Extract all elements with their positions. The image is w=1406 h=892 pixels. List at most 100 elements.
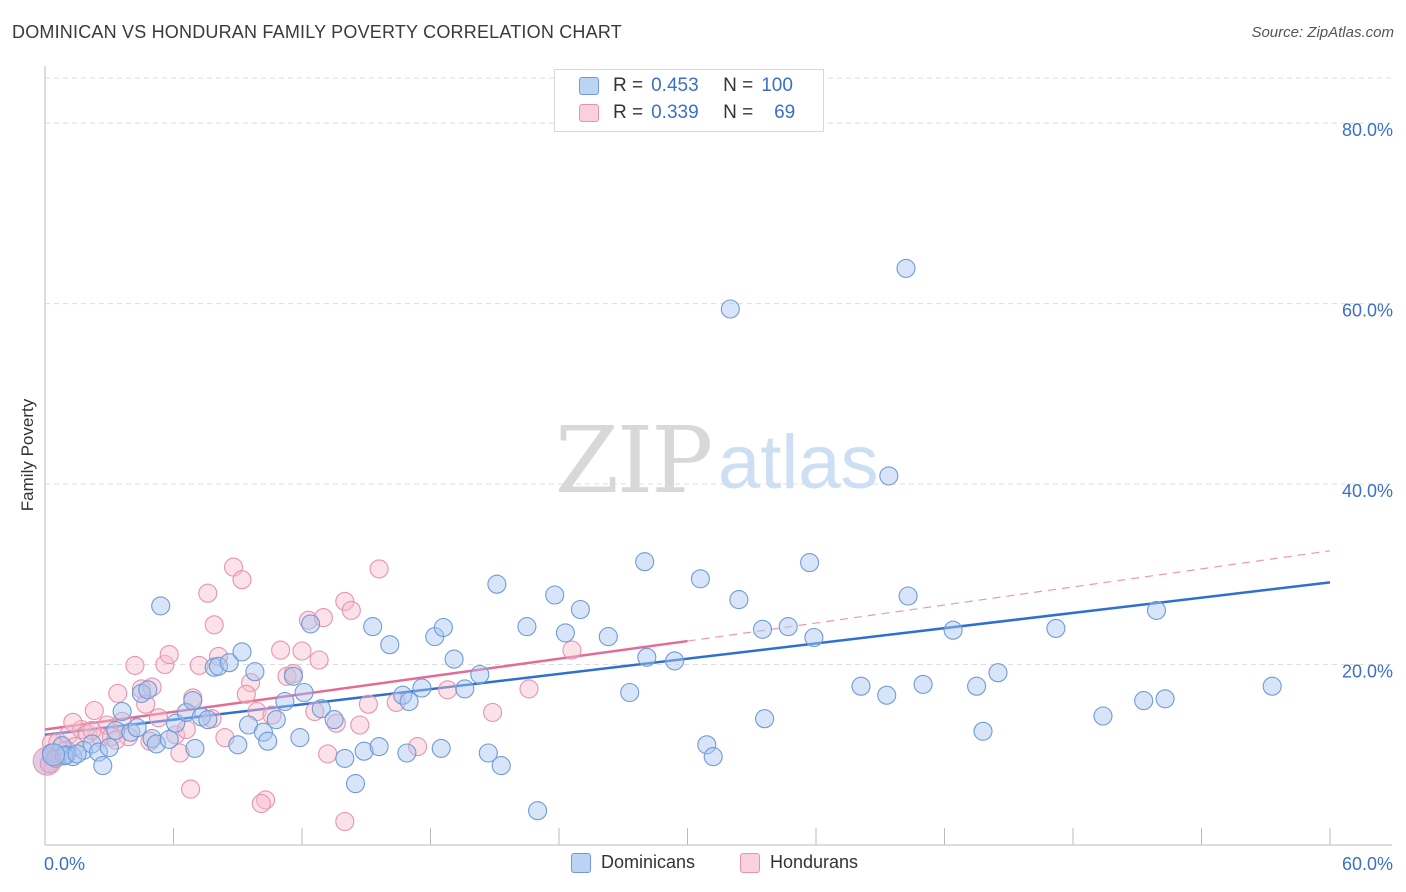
point-dominicans	[637, 647, 657, 667]
stats-legend: R = 0.453 N = 100 R = 0.339 N = 69	[554, 69, 824, 132]
point-dominicans	[1093, 706, 1113, 726]
point-hondurans	[125, 655, 145, 675]
n-value: 69	[774, 102, 796, 123]
point-dominicans	[444, 649, 464, 669]
point-dominicans	[988, 663, 1008, 683]
point-hondurans	[341, 600, 361, 620]
point-dominicans	[1146, 600, 1167, 620]
r-label: R =	[613, 102, 644, 123]
point-dominicans	[159, 729, 179, 749]
point-hondurans	[309, 650, 329, 670]
stats-row-hondurans: R = 0.339 N = 69	[579, 101, 795, 125]
point-dominicans	[335, 748, 355, 768]
y-tick-label: 60.0%	[1342, 301, 1393, 321]
point-dominicans	[399, 691, 419, 712]
point-dominicans	[898, 586, 918, 606]
data-points	[32, 258, 1282, 832]
point-hondurans	[562, 640, 582, 660]
point-dominicans	[1155, 689, 1175, 709]
point-hondurans	[358, 694, 378, 714]
point-dominicans	[412, 678, 432, 698]
point-dominicans	[804, 627, 824, 648]
point-dominicans	[851, 676, 871, 696]
point-dominicans	[778, 617, 798, 637]
legend-label-dominicans: Dominicans	[601, 852, 696, 872]
point-dominicans	[752, 619, 773, 639]
point-dominicans	[93, 756, 113, 776]
point-dominicans	[183, 691, 203, 711]
point-hondurans	[159, 645, 179, 665]
point-dominicans	[208, 656, 229, 676]
point-dominicans	[266, 710, 286, 730]
point-dominicans	[517, 617, 537, 637]
point-dominicans	[290, 728, 310, 748]
point-dominicans	[877, 685, 897, 705]
point-dominicans	[146, 734, 166, 754]
point-dominicans	[570, 599, 590, 620]
point-dominicans	[729, 590, 749, 610]
point-dominicans	[151, 596, 171, 616]
axes	[44, 66, 1392, 846]
point-hondurans	[350, 715, 370, 735]
legend-item-hondurans: Hondurans	[740, 852, 858, 873]
point-dominicans	[879, 466, 899, 486]
point-dominicans	[219, 653, 239, 673]
point-dominicans	[176, 702, 196, 722]
legend-label-hondurans: Hondurans	[770, 852, 859, 872]
point-dominicans	[311, 699, 331, 719]
r-value: 0.339	[651, 102, 699, 123]
point-dominicans	[363, 617, 383, 637]
point-dominicans	[487, 574, 507, 594]
point-dominicans	[703, 747, 723, 767]
point-hondurans	[318, 744, 338, 764]
point-hondurans	[251, 793, 271, 814]
point-dominicans	[635, 552, 655, 572]
trend-line-dominicans	[44, 581, 1331, 737]
point-dominicans	[545, 585, 565, 605]
trend-line-hondurans	[44, 639, 688, 731]
source-label: Source: ZipAtlas.com	[1251, 24, 1394, 41]
tick-labels: 20.0% 40.0% 60.0% 80.0% 0.0% 60.0%	[44, 120, 1393, 874]
point-hondurans	[326, 713, 346, 733]
point-hondurans	[483, 702, 503, 722]
point-hondurans	[241, 673, 261, 693]
point-hondurans	[84, 700, 104, 721]
point-dominicans	[245, 662, 265, 682]
point-dominicans	[127, 718, 147, 738]
point-dominicans	[555, 623, 575, 643]
n-label: N =	[723, 75, 754, 96]
point-dominicans	[528, 801, 548, 821]
y-tick-label: 40.0%	[1342, 481, 1393, 501]
point-hondurans	[247, 701, 267, 722]
point-hondurans	[408, 737, 428, 757]
point-hondurans	[204, 615, 224, 635]
point-dominicans	[345, 774, 366, 794]
point-dominicans	[131, 683, 151, 703]
point-hondurans	[298, 610, 318, 630]
point-dominicans	[967, 676, 987, 696]
point-hondurans	[155, 654, 175, 675]
point-dominicans	[478, 743, 498, 763]
point-hondurans	[292, 641, 312, 661]
watermark-zip: ZIP	[555, 407, 711, 514]
point-dominicans	[380, 635, 400, 655]
point-hondurans	[176, 719, 196, 740]
point-hondurans	[208, 646, 229, 666]
point-dominicans	[185, 738, 205, 758]
point-dominicans	[455, 679, 475, 699]
point-dominicans	[275, 691, 295, 712]
legend-swatch-blue	[571, 852, 591, 873]
point-hondurans	[198, 583, 218, 603]
point-hondurans	[181, 779, 201, 799]
watermark: ZIP atlas	[555, 407, 879, 514]
point-dominicans	[697, 735, 717, 755]
point-hondurans	[236, 684, 256, 704]
point-dominicans	[42, 743, 66, 767]
point-dominicans	[973, 721, 993, 741]
point-dominicans	[324, 710, 344, 730]
legend-swatch-pink	[579, 104, 599, 122]
point-hondurans	[82, 720, 102, 740]
point-hondurans	[59, 725, 79, 745]
point-dominicans	[294, 682, 314, 703]
